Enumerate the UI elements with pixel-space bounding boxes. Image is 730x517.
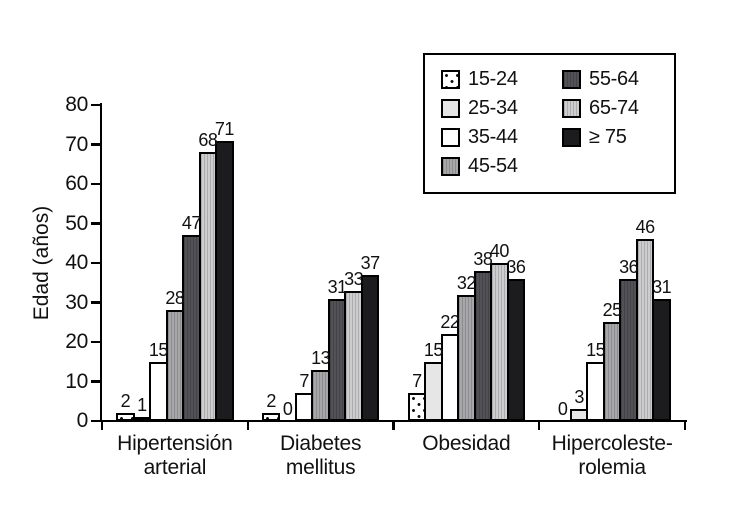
legend-item: ≥ 75 xyxy=(562,126,639,148)
legend-item: 45-54 xyxy=(441,155,518,177)
y-tick xyxy=(91,222,101,225)
y-tick-label: 0 xyxy=(76,409,89,432)
y-tick xyxy=(91,103,101,107)
legend-label: ≥ 75 xyxy=(589,126,627,148)
y-tick xyxy=(91,261,101,265)
y-tick-label: 20 xyxy=(65,330,88,353)
bar xyxy=(490,263,509,421)
bar-value-label: 33 xyxy=(344,268,364,289)
bar-value-label: 31 xyxy=(652,276,672,297)
bar-value-label: 15 xyxy=(586,339,606,360)
x-tick xyxy=(100,421,104,430)
bar xyxy=(261,413,281,421)
bar-value-label: 0 xyxy=(282,399,293,419)
category-label-line: arterial xyxy=(143,456,207,479)
y-tick-label: 10 xyxy=(65,369,88,393)
bar xyxy=(116,413,135,421)
bar-value-label: 15 xyxy=(423,339,444,360)
y-tick xyxy=(91,380,101,383)
x-tick xyxy=(246,421,249,430)
y-tick xyxy=(91,419,101,423)
bar-value-label: 15 xyxy=(148,339,169,360)
bar-value-label: 0 xyxy=(557,399,568,419)
bar-value-label: 46 xyxy=(635,217,656,238)
bar-value-label: 13 xyxy=(311,347,331,368)
legend-column-2: 55-64 65-74 ≥ 75 xyxy=(562,68,639,148)
category-label: Diabetes mellitus xyxy=(236,432,406,480)
bar xyxy=(360,274,380,421)
category-label-line: Hipercoleste- xyxy=(551,432,673,455)
category-label-line: rolemia xyxy=(578,456,646,479)
category-label-line: mellitus xyxy=(285,456,356,479)
y-tick xyxy=(91,143,101,146)
bar xyxy=(198,152,218,421)
legend-label: 55-64 xyxy=(589,68,639,90)
legend-label: 35-44 xyxy=(468,126,518,148)
category-label: Obesidad xyxy=(381,432,551,456)
bar-value-label: 7 xyxy=(299,371,309,392)
legend-label: 65-74 xyxy=(589,97,639,119)
category-label-line: Diabetes xyxy=(279,432,362,455)
bar-value-label: 2 xyxy=(120,391,131,412)
legend-label: 25-34 xyxy=(468,97,518,119)
legend-item: 65-74 xyxy=(562,97,639,119)
legend-item: 55-64 xyxy=(562,68,639,90)
x-tick xyxy=(392,421,395,430)
legend-item: 25-34 xyxy=(441,97,518,119)
bar-value-label: 71 xyxy=(214,118,235,139)
y-tick xyxy=(91,182,101,186)
y-tick-label: 50 xyxy=(65,211,88,235)
legend-swatch xyxy=(441,99,460,118)
bar-value-label: 25 xyxy=(602,300,623,321)
legend-item: 35-44 xyxy=(441,126,518,148)
bar-value-label: 1 xyxy=(137,395,147,416)
bar-value-label: 22 xyxy=(440,312,460,333)
y-tick-label: 60 xyxy=(65,172,88,195)
x-tick xyxy=(683,421,687,430)
legend-swatch xyxy=(441,70,460,89)
y-tick-label: 30 xyxy=(65,290,88,314)
bar-value-label: 32 xyxy=(456,272,477,293)
legend-swatch xyxy=(441,128,460,147)
bar-value-label: 36 xyxy=(619,256,639,277)
bar-value-label: 7 xyxy=(412,371,422,392)
bar-value-label: 40 xyxy=(489,241,510,261)
bar-value-label: 3 xyxy=(574,387,584,408)
y-tick xyxy=(91,301,101,304)
category-label-line: Obesidad xyxy=(422,432,511,455)
bar-value-label: 2 xyxy=(266,391,276,412)
category-label: Hipercoleste-rolemia xyxy=(527,432,697,480)
legend-column-1: 15-24 25-34 35-44 45-54 xyxy=(441,68,518,177)
y-axis-line xyxy=(100,103,103,422)
y-tick xyxy=(91,340,101,344)
bar-value-label: 38 xyxy=(473,248,493,269)
category-label-line: Hipertensión xyxy=(117,432,233,455)
legend-swatch xyxy=(562,99,581,118)
y-tick-label: 40 xyxy=(65,251,88,274)
bar xyxy=(165,310,185,421)
legend-label: 45-54 xyxy=(468,155,518,177)
y-tick-label: 80 xyxy=(65,93,88,116)
bar-value-label: 28 xyxy=(165,288,185,309)
legend: 15-24 25-34 35-44 45-54 55-64 65-74 ≥ 75 xyxy=(423,53,676,194)
bar-value-label: 47 xyxy=(181,213,202,234)
bar-value-label: 36 xyxy=(506,256,526,277)
bar-value-label: 31 xyxy=(327,276,348,297)
bar xyxy=(506,278,526,421)
legend-swatch xyxy=(562,70,581,89)
bar xyxy=(652,298,671,421)
legend-swatch xyxy=(562,128,581,147)
legend-swatch xyxy=(441,157,460,176)
y-tick-label: 70 xyxy=(65,132,88,156)
bar xyxy=(215,140,234,421)
legend-label: 15-24 xyxy=(468,68,518,90)
bar-value-label: 37 xyxy=(360,252,381,273)
legend-item: 15-24 xyxy=(441,68,518,90)
category-label: Hipertensión arterial xyxy=(90,432,260,480)
bar-value-label: 68 xyxy=(198,130,218,151)
x-tick xyxy=(538,421,541,430)
